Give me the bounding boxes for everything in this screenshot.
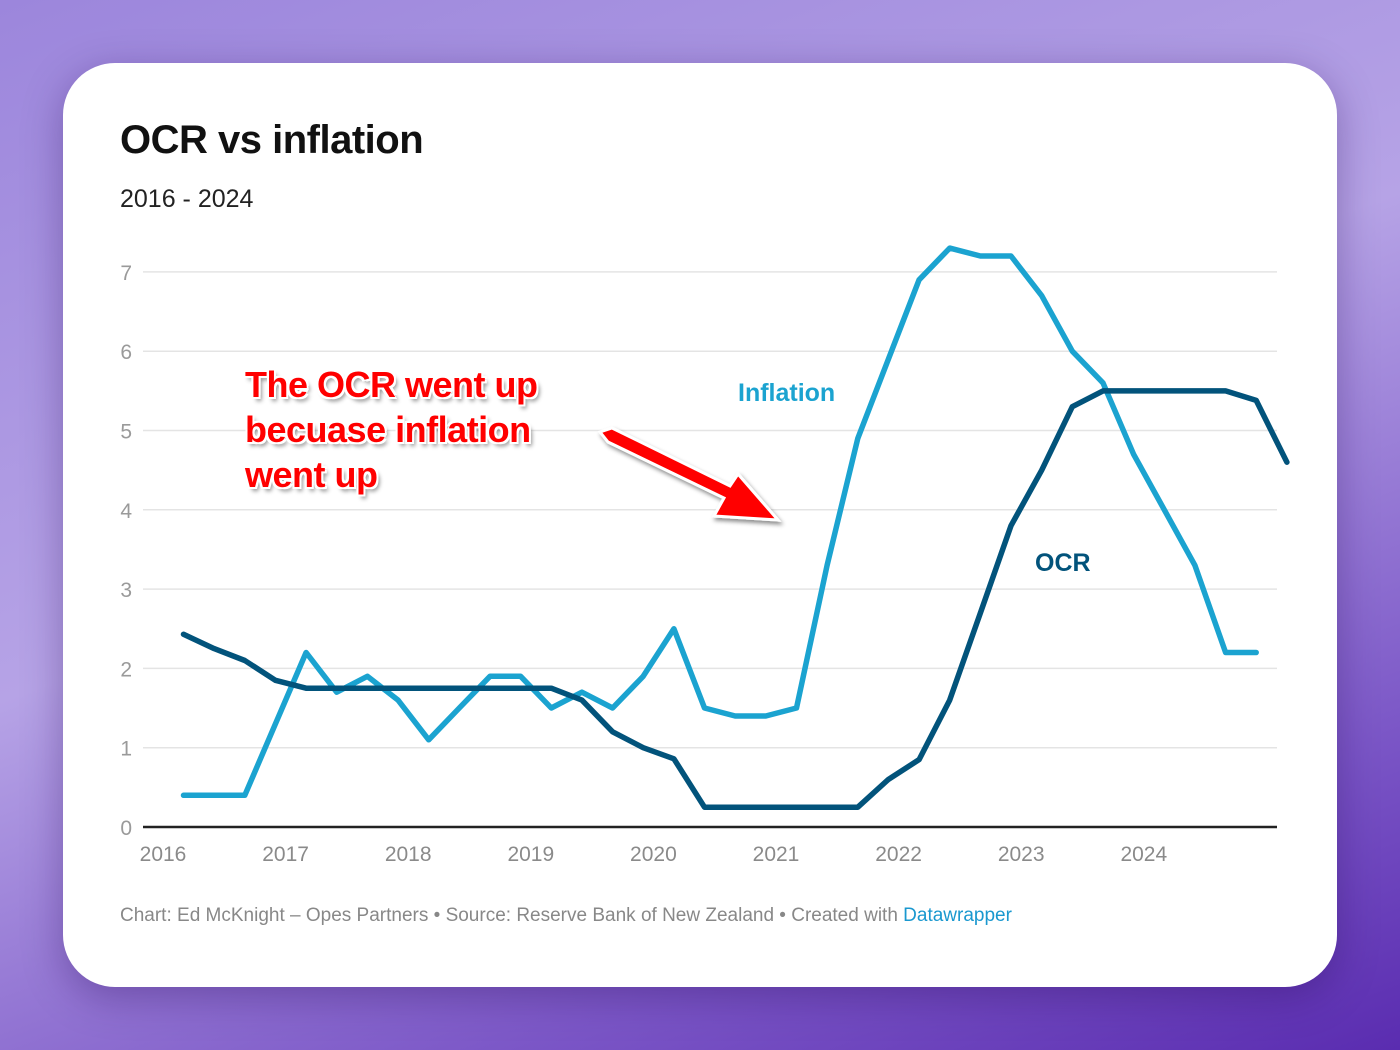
annotation-text: The OCR went up becuase inflation went u… (245, 362, 538, 497)
annotation-line: The OCR went up (245, 364, 538, 405)
y-tick-label: 2 (120, 658, 132, 681)
annotation-line: went up (245, 454, 378, 495)
x-tick-label: 2023 (998, 843, 1045, 866)
footer-credit: Chart: Ed McKnight – Opes Partners • Sou… (120, 905, 904, 926)
chart-footer: Chart: Ed McKnight – Opes Partners • Sou… (120, 905, 1012, 927)
y-tick-label: 4 (120, 500, 132, 523)
x-tick-label: 2018 (385, 843, 432, 866)
y-tick-label: 3 (120, 579, 132, 602)
y-tick-label: 5 (120, 421, 132, 444)
chart-subtitle: 2016 - 2024 (120, 185, 254, 213)
x-tick-label: 2020 (630, 843, 677, 866)
x-tick-label: 2016 (140, 843, 187, 866)
annotation-line: becuase inflation (245, 409, 531, 450)
series-label-ocr: OCR (1035, 549, 1091, 577)
series-label-inflation: Inflation (738, 379, 836, 407)
x-tick-label: 2024 (1120, 843, 1167, 866)
x-tick-label: 2022 (875, 843, 922, 866)
y-tick-label: 1 (120, 738, 132, 761)
y-tick-label: 6 (120, 341, 132, 364)
y-tick-label: 0 (120, 817, 132, 840)
series-line-ocr (180, 388, 1290, 810)
x-tick-label: 2017 (262, 843, 309, 866)
series-line-inflation (180, 245, 1259, 799)
annotation-arrow-icon (597, 426, 782, 522)
x-tick-label: 2019 (507, 843, 554, 866)
datawrapper-link[interactable]: Datawrapper (903, 905, 1012, 926)
y-tick-label: 7 (120, 262, 132, 285)
arrow-shape (597, 426, 782, 522)
x-tick-label: 2021 (753, 843, 800, 866)
chart-card (63, 63, 1337, 987)
chart-title: OCR vs inflation (120, 118, 424, 162)
